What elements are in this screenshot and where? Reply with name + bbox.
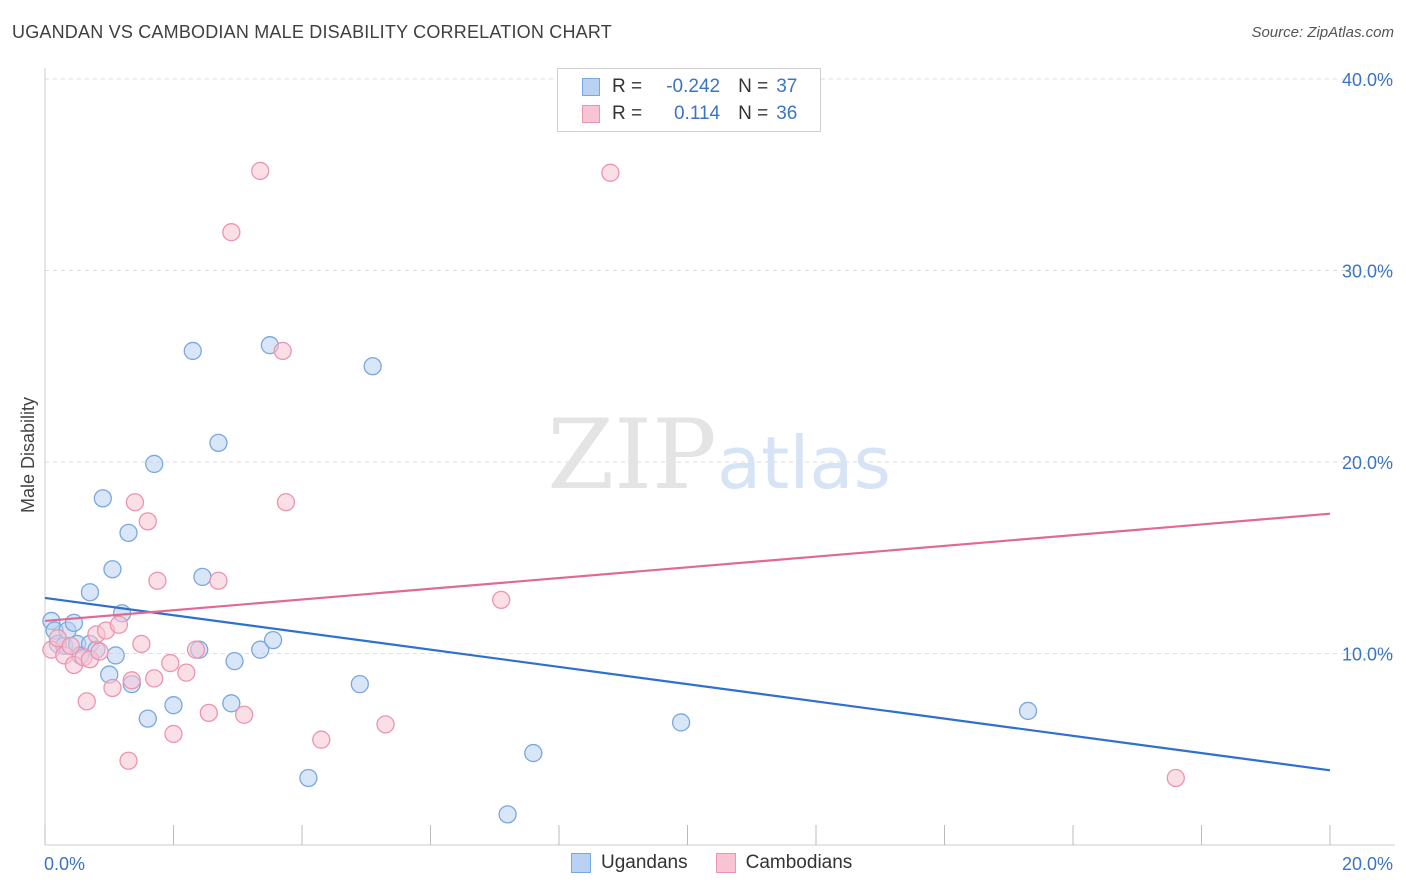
cambodian-point xyxy=(177,663,196,682)
legend-n-value-cambodians: 36 xyxy=(776,103,798,124)
legend-r-label: R = xyxy=(612,76,643,97)
x-tick-label: 20.0% xyxy=(1342,854,1393,874)
cambodian-point xyxy=(138,512,157,531)
cambodian-point xyxy=(251,161,270,181)
cambodian-point xyxy=(276,493,296,512)
cambodian-point xyxy=(148,571,167,590)
x-tick-labels: 0.0% 20.0% xyxy=(44,854,1393,874)
ugandan-trend-line xyxy=(44,596,1331,772)
y-tick-label: 20.0% xyxy=(1342,453,1393,473)
cambodian-point xyxy=(109,615,129,634)
legend-swatch-pink xyxy=(582,105,600,123)
ugandan-point xyxy=(93,489,112,508)
legend-n-value-ugandans: 37 xyxy=(776,76,798,97)
series-label-cambodians: Cambodians xyxy=(745,852,853,873)
ugandan-point xyxy=(671,713,691,732)
legend-row-cambodians: R = 0.114 N = 36 xyxy=(582,102,797,126)
ugandan-point xyxy=(193,567,212,587)
cambodian-point xyxy=(235,705,254,724)
cambodian-point xyxy=(77,692,96,711)
cambodian-point xyxy=(125,493,145,512)
series-legend-cambodians[interactable]: Cambodians xyxy=(715,852,853,874)
series-label-ugandans: Ugandans xyxy=(601,852,688,873)
cambodian-point xyxy=(90,642,109,661)
ugandan-point xyxy=(299,768,318,788)
ugandan-point xyxy=(350,674,369,694)
legend-n-label: N = xyxy=(738,103,769,124)
watermark-zip: ZIP xyxy=(547,399,716,511)
y-tick-label: 30.0% xyxy=(1342,262,1393,282)
y-tick-label: 10.0% xyxy=(1342,645,1393,665)
watermark-atlas: atlas xyxy=(717,421,891,505)
ugandan-point xyxy=(119,523,138,543)
chart-title: UGANDAN VS CAMBODIAN MALE DISABILITY COR… xyxy=(12,22,612,42)
legend-r-label: R = xyxy=(612,103,643,124)
cambodian-point xyxy=(312,730,331,749)
ugandan-point xyxy=(64,613,84,633)
ugandan-point xyxy=(103,560,122,579)
cambodian-point xyxy=(145,669,164,688)
cambodian-point xyxy=(492,590,511,610)
correlation-legend: R = -0.242 N = 37 R = 0.114 N = 36 xyxy=(557,68,821,132)
legend-r-value-ugandans: -0.242 xyxy=(666,76,721,97)
ugandan-point xyxy=(209,433,228,453)
cambodian-point xyxy=(376,715,395,734)
cambodian-point xyxy=(103,678,122,698)
y-axis-label: Male Disability xyxy=(18,397,38,513)
cambodian-point xyxy=(186,640,206,659)
y-tick-labels: 10.0% 20.0% 30.0% 40.0% xyxy=(1342,70,1393,665)
ugandan-point xyxy=(225,652,244,671)
cambodian-point xyxy=(119,751,138,770)
cambodian-point xyxy=(122,671,141,690)
ugandan-point xyxy=(1018,701,1038,721)
ugandan-point xyxy=(363,357,382,376)
cambodian-point xyxy=(61,636,80,655)
trend-lines xyxy=(44,512,1331,772)
scatter-points xyxy=(42,161,1185,824)
source-label: Source: ZipAtlas.com xyxy=(1251,24,1394,41)
cambodian-point xyxy=(164,724,183,744)
ugandan-point xyxy=(106,646,125,665)
series-swatch-pink xyxy=(715,853,736,873)
ugandan-point xyxy=(498,805,517,824)
ugandan-point xyxy=(524,743,543,763)
ugandan-point xyxy=(145,454,164,474)
axes xyxy=(44,68,1395,846)
y-tick-label: 40.0% xyxy=(1342,70,1393,90)
series-legend: Ugandans Cambodians xyxy=(571,852,880,874)
ugandan-point xyxy=(251,640,270,659)
cambodian-point xyxy=(601,163,620,182)
ugandan-point xyxy=(222,694,241,713)
cambodian-point xyxy=(273,341,292,361)
series-legend-ugandans[interactable]: Ugandans xyxy=(571,852,688,874)
legend-n-label: N = xyxy=(738,76,769,97)
series-swatch-blue xyxy=(571,853,591,873)
ugandan-point xyxy=(80,583,100,602)
ugandan-point xyxy=(138,709,157,728)
cambodian-point xyxy=(209,571,228,590)
watermark: ZIP atlas xyxy=(547,399,891,511)
cambodian-trend-line xyxy=(44,512,1331,623)
ugandan-point xyxy=(183,341,202,361)
legend-row-ugandans: R = -0.242 N = 37 xyxy=(582,75,797,99)
cambodian-point xyxy=(199,703,218,723)
legend-swatch-blue xyxy=(582,78,600,96)
cambodian-point xyxy=(1166,768,1185,788)
cambodian-point xyxy=(222,223,241,242)
grid-lines xyxy=(45,78,1395,654)
ugandan-point xyxy=(164,696,183,715)
x-tick-label: 0.0% xyxy=(44,854,85,874)
cambodian-point xyxy=(132,634,151,654)
cambodian-point xyxy=(161,653,180,673)
legend-r-value-cambodians: 0.114 xyxy=(673,103,721,124)
ugandan-point xyxy=(263,630,283,650)
